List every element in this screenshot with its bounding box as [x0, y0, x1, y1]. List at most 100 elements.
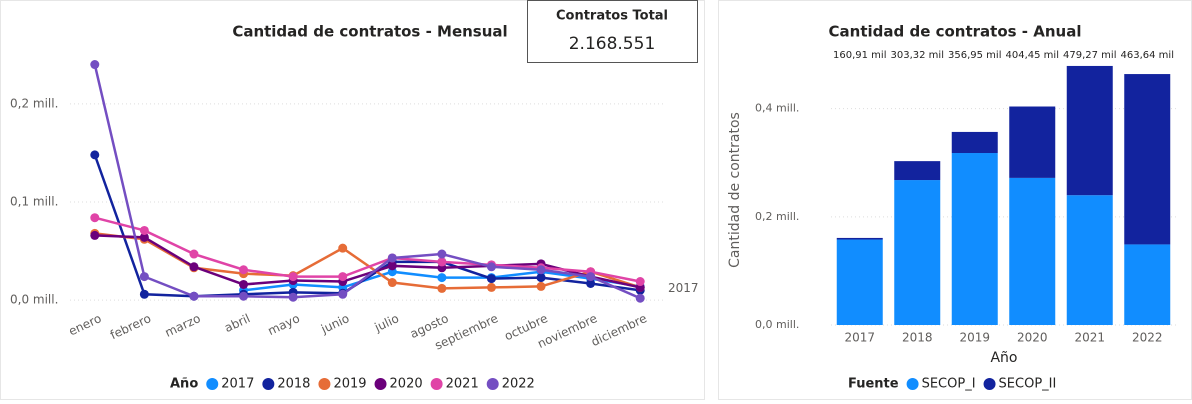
bar-segment: [1009, 177, 1056, 325]
data-point: [139, 232, 149, 242]
series-end-label: 2017: [668, 281, 699, 295]
series-line: [94, 234, 641, 289]
y-tick-label: 0,0 mill.: [10, 293, 58, 307]
legend-marker: [318, 378, 331, 390]
data-point: [387, 253, 397, 263]
data-point: [437, 249, 447, 259]
x-tick-label: 2017: [844, 331, 875, 345]
data-point: [90, 230, 100, 240]
legend-marker: [486, 378, 499, 390]
x-tick-label: 2018: [902, 331, 933, 345]
total-label: 160,91 mil: [833, 50, 886, 61]
data-point: [486, 262, 496, 272]
y-tick-label: 0,1 mill.: [10, 195, 58, 209]
data-point: [536, 281, 546, 291]
data-point: [338, 289, 348, 299]
data-point: [635, 293, 645, 303]
data-point: [387, 278, 397, 288]
data-point: [189, 262, 199, 272]
legend-marker: [430, 378, 443, 390]
x-tick-label: enero: [66, 311, 103, 338]
legend-label: 2020: [390, 377, 423, 392]
x-tick-label: mayo: [266, 311, 302, 338]
legend-marker: [206, 378, 219, 390]
data-point: [586, 272, 596, 282]
data-point: [90, 150, 100, 160]
card-title: Contratos Total: [556, 9, 668, 24]
data-point: [486, 274, 496, 284]
data-point: [189, 249, 199, 259]
x-tick-label: marzo: [163, 311, 203, 340]
data-point: [139, 289, 149, 299]
x-tick-label: abril: [222, 311, 252, 335]
legend-marker: [983, 378, 996, 390]
data-point: [536, 265, 546, 275]
y-tick-label: 0,0 mill.: [755, 318, 799, 331]
y-tick-label: 0,4 mill.: [755, 102, 799, 115]
bar-segment: [1124, 74, 1171, 245]
data-point: [586, 278, 596, 288]
y-tick-label: 0,2 mill.: [755, 210, 799, 223]
total-label: 303,32 mil: [891, 50, 944, 61]
series-line: [93, 64, 641, 300]
data-point: [288, 272, 298, 282]
bar-segment: [951, 153, 998, 325]
total-label: 404,45 mil: [1006, 50, 1059, 61]
bar-segment: [894, 161, 941, 181]
chart-title: Cantidad de contratos - Mensual: [232, 23, 507, 41]
data-point: [139, 225, 149, 235]
x-tick-label: 2020: [1017, 331, 1048, 345]
legend-title: Año: [170, 377, 198, 392]
total-label: 479,27 mil: [1063, 50, 1116, 61]
bar-segment: [1009, 106, 1056, 178]
x-tick-label: 2021: [1074, 331, 1105, 345]
data-point: [189, 291, 199, 301]
y-axis-title: Cantidad de contratos: [727, 112, 743, 268]
x-tick-label: febrero: [108, 311, 153, 342]
card-value: 2.168.551: [569, 34, 656, 54]
legend-label: 2022: [502, 377, 535, 392]
legend-label: SECOP_I: [922, 377, 976, 392]
series-line: [94, 216, 641, 283]
y-tick-label: 0,2 mill.: [10, 96, 58, 110]
legend-title: Fuente: [848, 377, 899, 392]
legend-label: SECOP_II: [999, 377, 1057, 392]
x-tick-label: junio: [318, 311, 351, 336]
card: [527, 0, 698, 63]
data-point: [139, 272, 149, 282]
data-point: [288, 292, 298, 302]
data-point: [437, 273, 447, 283]
legend-marker: [906, 378, 919, 390]
data-point: [437, 283, 447, 293]
legend-label: 2019: [333, 377, 366, 392]
data-point: [486, 282, 496, 292]
x-tick-label: diciembre: [589, 311, 649, 349]
data-point: [338, 272, 348, 282]
bar-segment: [894, 180, 941, 325]
data-point: [90, 213, 100, 223]
x-axis-title: Año: [990, 350, 1017, 366]
bar-segment: [951, 131, 998, 154]
data-point: [239, 279, 249, 289]
legend-marker: [374, 378, 387, 390]
chart-title: Cantidad de contratos - Anual: [829, 23, 1082, 41]
data-point: [536, 273, 546, 283]
data-point: [437, 257, 447, 267]
x-tick-label: 2019: [959, 331, 990, 345]
data-point: [90, 60, 100, 70]
legend-marker: [262, 378, 275, 390]
bar-segment: [836, 237, 883, 240]
data-point: [338, 243, 348, 253]
legend-label: 2018: [277, 377, 310, 392]
legend-label: 2017: [221, 377, 254, 392]
bar-segment: [1066, 195, 1113, 325]
data-point: [239, 265, 249, 275]
x-tick-label: 2022: [1132, 331, 1163, 345]
data-point: [635, 277, 645, 287]
bar-segment: [1124, 244, 1171, 325]
total-label: 463,64 mil: [1121, 50, 1174, 61]
legend-label: 2021: [446, 377, 479, 392]
bar-segment: [1066, 65, 1113, 196]
bar-segment: [836, 239, 883, 325]
